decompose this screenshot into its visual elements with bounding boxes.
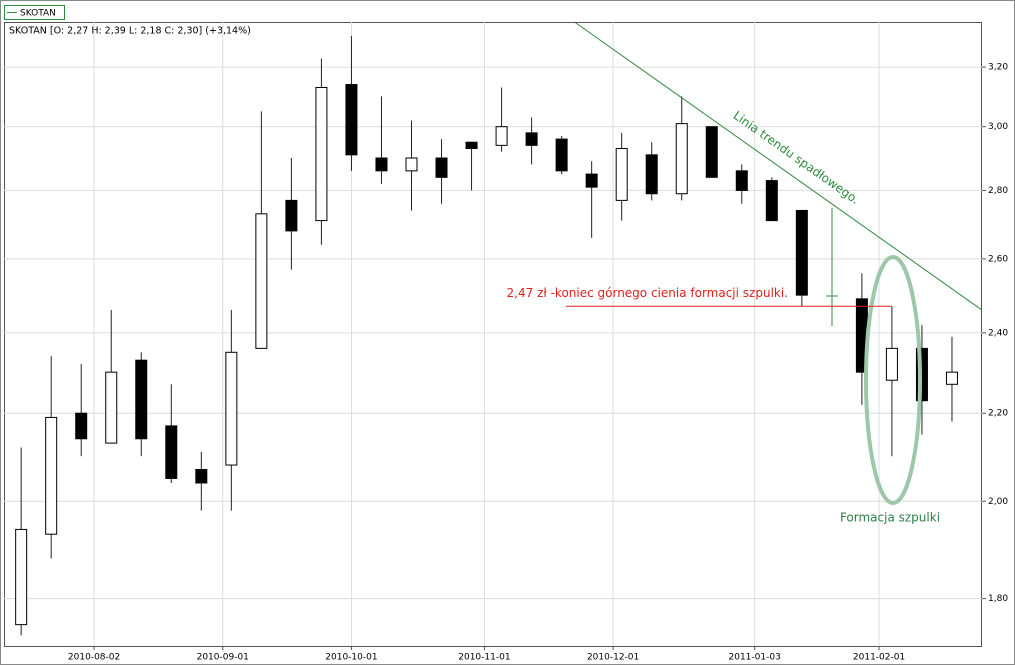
candle-body	[705, 126, 718, 178]
candle-body	[45, 416, 58, 535]
y-tick-label: 2,80	[988, 186, 1008, 196]
x-tick-label: 2010-12-01	[587, 653, 639, 663]
x-tick-label: 2010-11-01	[458, 653, 510, 663]
y-tick-label: 1,80	[988, 594, 1008, 604]
candle-body	[195, 468, 208, 484]
candle-body	[945, 371, 958, 385]
candle-body	[585, 173, 598, 188]
x-tick-label: 2010-09-01	[197, 653, 249, 663]
candle-body	[885, 347, 898, 381]
candle-body	[75, 412, 88, 440]
candle-body	[375, 157, 388, 172]
candle-body	[645, 154, 658, 195]
subtitle: SKOTAN [O: 2,27 H: 2,39 L: 2,18 C: 2,30]…	[9, 26, 251, 37]
trendline	[574, 21, 983, 311]
level-label: 2,47 zł -koniec górnego cienia formacji …	[507, 286, 788, 300]
candle-body	[795, 209, 808, 296]
candle-body	[285, 199, 298, 232]
pattern-ellipse	[864, 255, 922, 505]
candle-body	[105, 371, 118, 444]
candle-body	[495, 126, 508, 146]
legend-label: SKOTAN	[20, 9, 56, 19]
candle-body	[435, 157, 448, 178]
y-tick-label: 3,20	[988, 63, 1008, 73]
y-tick-label: 2,20	[988, 409, 1008, 419]
legend-box	[4, 5, 65, 20]
candle-body	[465, 141, 478, 150]
y-tick-label: 3,00	[988, 122, 1008, 132]
candle-body	[315, 87, 328, 222]
plot-border	[4, 22, 982, 647]
candle-body	[15, 528, 28, 626]
candle-body	[405, 157, 418, 172]
candle-body	[225, 351, 238, 466]
pattern-label: Formacja szpulki	[840, 511, 940, 525]
candle-body	[765, 180, 778, 222]
candle-body	[345, 84, 358, 156]
candle-body	[255, 213, 268, 349]
candle-body	[735, 170, 748, 191]
candle-body	[615, 148, 628, 201]
x-tick-label: 2011-02-01	[853, 653, 905, 663]
candle-body	[555, 138, 568, 172]
y-tick-label: 2,00	[988, 497, 1008, 507]
y-tick-label: 2,40	[988, 328, 1008, 338]
x-tick-label: 2011-01-03	[729, 653, 781, 663]
candle-body	[165, 425, 178, 479]
candle-body	[525, 132, 538, 146]
candle-body	[135, 359, 148, 440]
y-tick-label: 2,60	[988, 254, 1008, 264]
x-tick-label: 2010-08-02	[68, 653, 120, 663]
x-tick-label: 2010-10-01	[325, 653, 377, 663]
candle-body	[675, 123, 688, 195]
